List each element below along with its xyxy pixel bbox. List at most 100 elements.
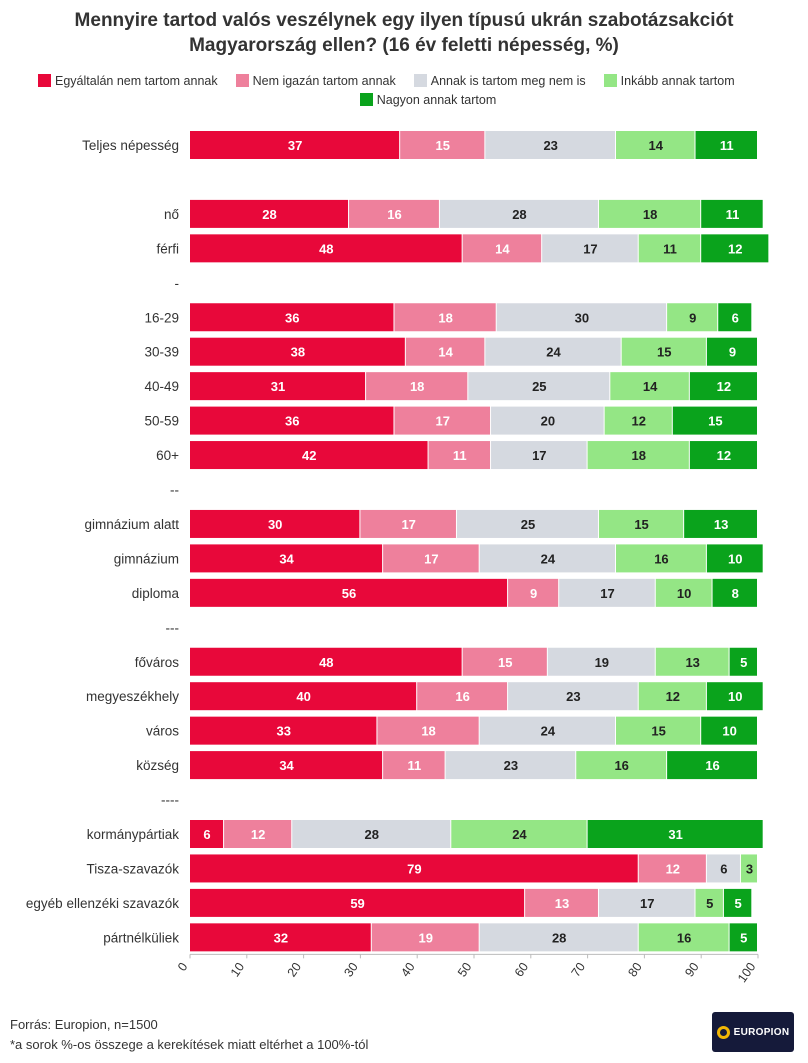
data-label: 10 [677, 586, 691, 601]
bar-segment [190, 234, 462, 263]
bar-segment [190, 647, 462, 676]
row-label: megyeszékhely [86, 689, 179, 704]
data-label: 32 [274, 930, 288, 945]
data-label: 16 [705, 758, 719, 773]
bar-segment [349, 199, 439, 228]
bar-segment [576, 751, 667, 780]
data-label: 36 [285, 414, 299, 429]
data-label: 17 [583, 241, 597, 256]
legend-swatch-4 [603, 74, 617, 87]
bar-segment [695, 131, 757, 159]
chart-title-line-2: Magyarország ellen? (16 év feletti népes… [189, 35, 619, 56]
data-label: 18 [438, 310, 452, 325]
x-tick-label: 10 [228, 960, 247, 979]
row-label: 60+ [156, 448, 179, 463]
legend-swatch-2 [235, 74, 249, 87]
bar-segment [190, 716, 377, 745]
x-tick-label: 40 [398, 960, 417, 979]
bar-segment [445, 751, 576, 780]
data-label: 14 [649, 138, 664, 153]
data-label: 17 [532, 448, 546, 463]
legend-label-1: Egyáltalán nem tartom annak [55, 73, 218, 88]
bar-segment [417, 682, 508, 711]
data-label: 16 [455, 689, 469, 704]
row-label: 50-59 [144, 414, 179, 429]
data-label: 20 [541, 414, 555, 429]
bar-segment [485, 131, 615, 159]
data-label: 12 [666, 861, 680, 876]
legend-item-5: Nagyon annak tartom [359, 92, 497, 107]
bar-segment [712, 578, 757, 607]
row-label: 16-29 [144, 310, 179, 325]
x-tick-label: 90 [682, 960, 701, 979]
bar-segment [706, 682, 763, 711]
bar-segment [672, 406, 757, 435]
x-tick-label: 70 [569, 960, 588, 979]
europion-logo: EUROPION [712, 1012, 794, 1052]
data-label: 17 [401, 517, 415, 532]
row-label: egyéb ellenzéki szavazók [26, 896, 179, 911]
data-label: 36 [285, 310, 299, 325]
data-label: 23 [543, 138, 557, 153]
bar-segment [638, 923, 729, 952]
bar-segment [383, 751, 445, 780]
data-label: 9 [729, 345, 736, 360]
data-label: 79 [407, 861, 421, 876]
bar-segment [468, 372, 610, 401]
data-label: 23 [566, 689, 580, 704]
bar-segment [190, 544, 383, 573]
legend-label-5: Nagyon annak tartom [376, 92, 497, 107]
data-label: 11 [453, 448, 467, 463]
data-label: 9 [530, 586, 537, 601]
data-label: 28 [262, 207, 276, 222]
chart-title-line-1: Mennyire tartod valós veszélynek egy ily… [74, 10, 734, 31]
data-label: 17 [640, 896, 654, 911]
data-label: 14 [495, 241, 510, 256]
data-label: 12 [717, 448, 731, 463]
chart-title: Mennyire tartod valós veszélynek egy ily… [0, 8, 808, 58]
data-label: 11 [663, 241, 677, 256]
bar-segment [559, 578, 655, 607]
bar-segment [451, 820, 587, 848]
data-label: 38 [291, 345, 305, 360]
bar-segment [371, 923, 479, 952]
data-label: 56 [342, 586, 356, 601]
row-label: ---- [161, 793, 179, 808]
bar-segment [729, 647, 757, 676]
data-label: 5 [740, 930, 747, 945]
row-label: község [136, 758, 179, 773]
data-label: 18 [631, 448, 645, 463]
data-label: 18 [421, 724, 435, 739]
data-label: 6 [720, 861, 727, 876]
bar-segment [689, 372, 757, 401]
data-label: 11 [720, 138, 734, 153]
x-tick-label: 0 [175, 960, 190, 974]
row-label: --- [166, 620, 180, 635]
bar-segment [655, 647, 729, 676]
row-label: Teljes népesség [82, 138, 179, 153]
data-label: 48 [319, 241, 333, 256]
data-label: 28 [552, 930, 566, 945]
bar-segment [190, 682, 417, 711]
bar-segment [508, 578, 559, 607]
data-label: 12 [631, 414, 645, 429]
bar-segment [190, 372, 366, 401]
data-label: 10 [722, 724, 736, 739]
bar-segment [428, 441, 491, 470]
bar-segment [377, 716, 479, 745]
x-tick-label: 60 [512, 960, 531, 979]
bar-segment [456, 509, 598, 538]
footer-source: Forrás: Europion, n=1500 [10, 1017, 158, 1032]
bar-segment [479, 544, 615, 573]
data-label: 24 [541, 724, 556, 739]
x-tick-label: 80 [625, 960, 644, 979]
data-label: 3 [746, 861, 753, 876]
bar-segment [190, 199, 349, 228]
legend-item-1: Egyáltalán nem tartom annak [38, 74, 218, 88]
data-label: 15 [436, 138, 450, 153]
bar-segment [462, 647, 547, 676]
bar-segment [360, 509, 456, 538]
data-label: 12 [717, 379, 731, 394]
legend-swatch-1 [38, 74, 51, 87]
data-label: 34 [279, 551, 294, 566]
